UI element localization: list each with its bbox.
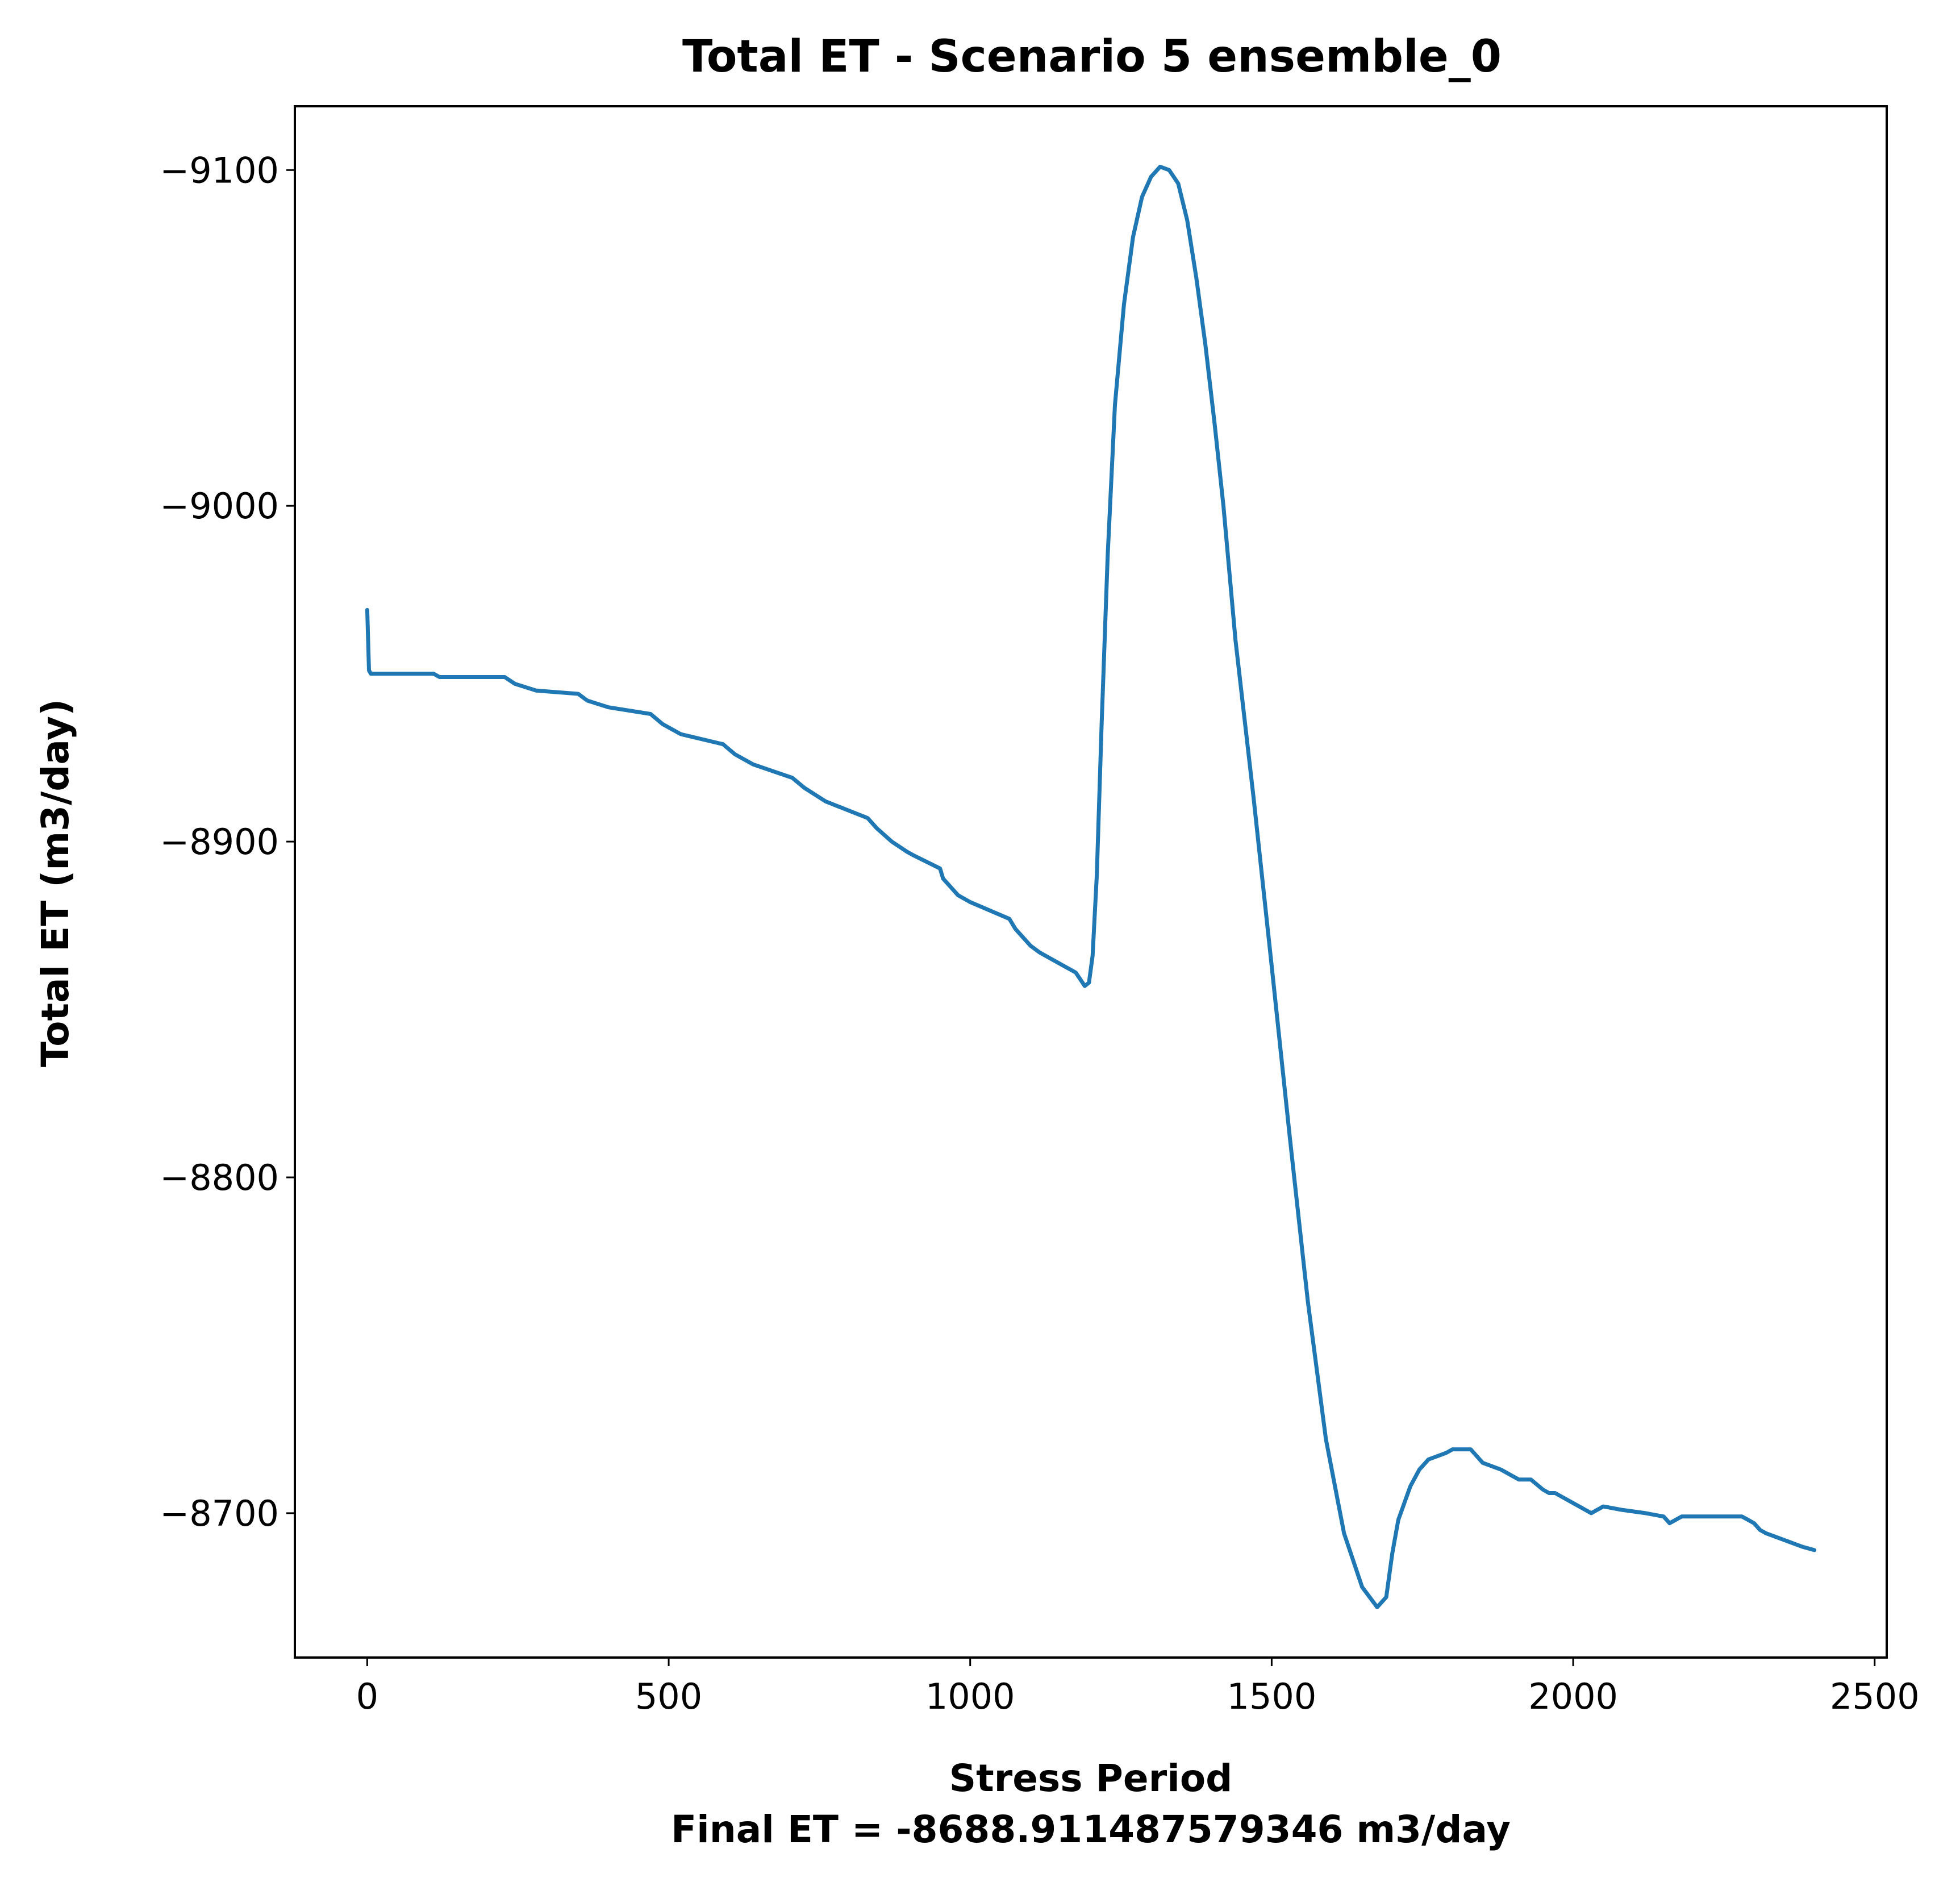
plot-area: 0 500 1000 1500 2000 2500 −9100 −9000 −8900 −880… — [160, 105, 1920, 1717]
y-tick-label: −8900 — [160, 821, 279, 863]
x-tick-label: 2500 — [1830, 1676, 1920, 1717]
series-line-total-et — [365, 164, 1817, 1609]
x-tick-label: 1500 — [1227, 1676, 1317, 1717]
y-axis-label: Total ET (m3/day) — [34, 699, 77, 1067]
y-tick-label: −9100 — [160, 149, 279, 191]
x-tick-label: 500 — [635, 1676, 702, 1717]
final-et-note: Final ET = -8688.911487579346 m3/day — [671, 1808, 1511, 1851]
y-tick-label: −8700 — [160, 1493, 279, 1534]
plot-frame — [294, 105, 1888, 1659]
y-axis-ticks: −9100 −9000 −8900 −8800 −8700 — [160, 149, 295, 1534]
x-axis-ticks: 0 500 1000 1500 2000 2500 — [356, 1658, 1920, 1717]
x-tick-label: 1000 — [925, 1676, 1015, 1717]
y-tick-label: −9000 — [160, 485, 279, 527]
y-tick-label: −8800 — [160, 1157, 279, 1198]
x-tick-label: 0 — [356, 1676, 378, 1717]
x-tick-label: 2000 — [1528, 1676, 1618, 1717]
chart-title: Total ET - Scenario 5 ensemble_0 — [682, 31, 1502, 82]
x-axis-label: Stress Period — [949, 1756, 1233, 1800]
